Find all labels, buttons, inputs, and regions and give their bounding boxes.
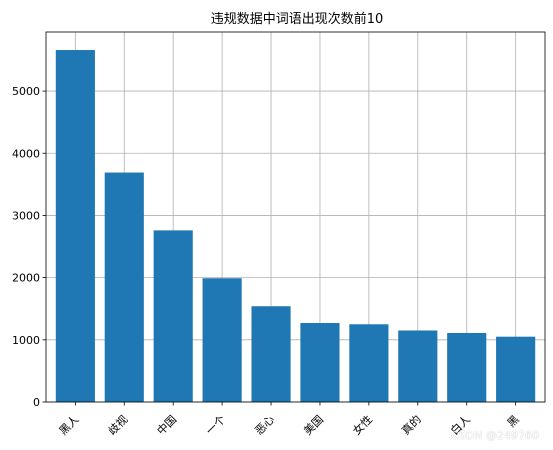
bar-8 bbox=[447, 332, 487, 402]
bar-0 bbox=[55, 50, 95, 402]
x-tick-label: 黑 bbox=[505, 413, 522, 430]
y-tick-label: 2000 bbox=[12, 272, 40, 285]
x-tick-label: 歧视 bbox=[105, 412, 130, 437]
bar-5 bbox=[300, 323, 340, 402]
bars bbox=[55, 50, 536, 402]
bar-2 bbox=[153, 230, 193, 402]
bar-1 bbox=[104, 172, 144, 402]
plot-frame bbox=[45, 31, 546, 403]
y-axis-ticks: 0 1000 2000 3000 4000 5000 bbox=[12, 85, 46, 409]
x-tick-label: 中国 bbox=[155, 413, 180, 438]
x-tick-label: 真的 bbox=[398, 412, 423, 437]
y-tick-label: 1000 bbox=[12, 334, 40, 347]
watermark: CSDN @249760 bbox=[451, 429, 539, 442]
x-tick-label: 恶心 bbox=[252, 413, 277, 438]
x-tick-label: 美国 bbox=[301, 413, 326, 438]
y-tick-label: 0 bbox=[33, 396, 40, 409]
y-tick-label: 5000 bbox=[12, 85, 40, 98]
x-tick-label: 一个 bbox=[203, 413, 228, 438]
bar-7 bbox=[398, 330, 438, 402]
x-tick-label: 黑人 bbox=[57, 413, 82, 438]
bar-9 bbox=[496, 336, 536, 402]
chart-title: 违规数据中词语出现次数前10 bbox=[211, 11, 384, 27]
bar-4 bbox=[251, 306, 291, 402]
x-tick-label: 女性 bbox=[350, 412, 375, 437]
y-tick-label: 3000 bbox=[12, 209, 40, 222]
bar-6 bbox=[349, 324, 389, 402]
bar-3 bbox=[202, 278, 242, 402]
y-tick-label: 4000 bbox=[12, 147, 40, 160]
